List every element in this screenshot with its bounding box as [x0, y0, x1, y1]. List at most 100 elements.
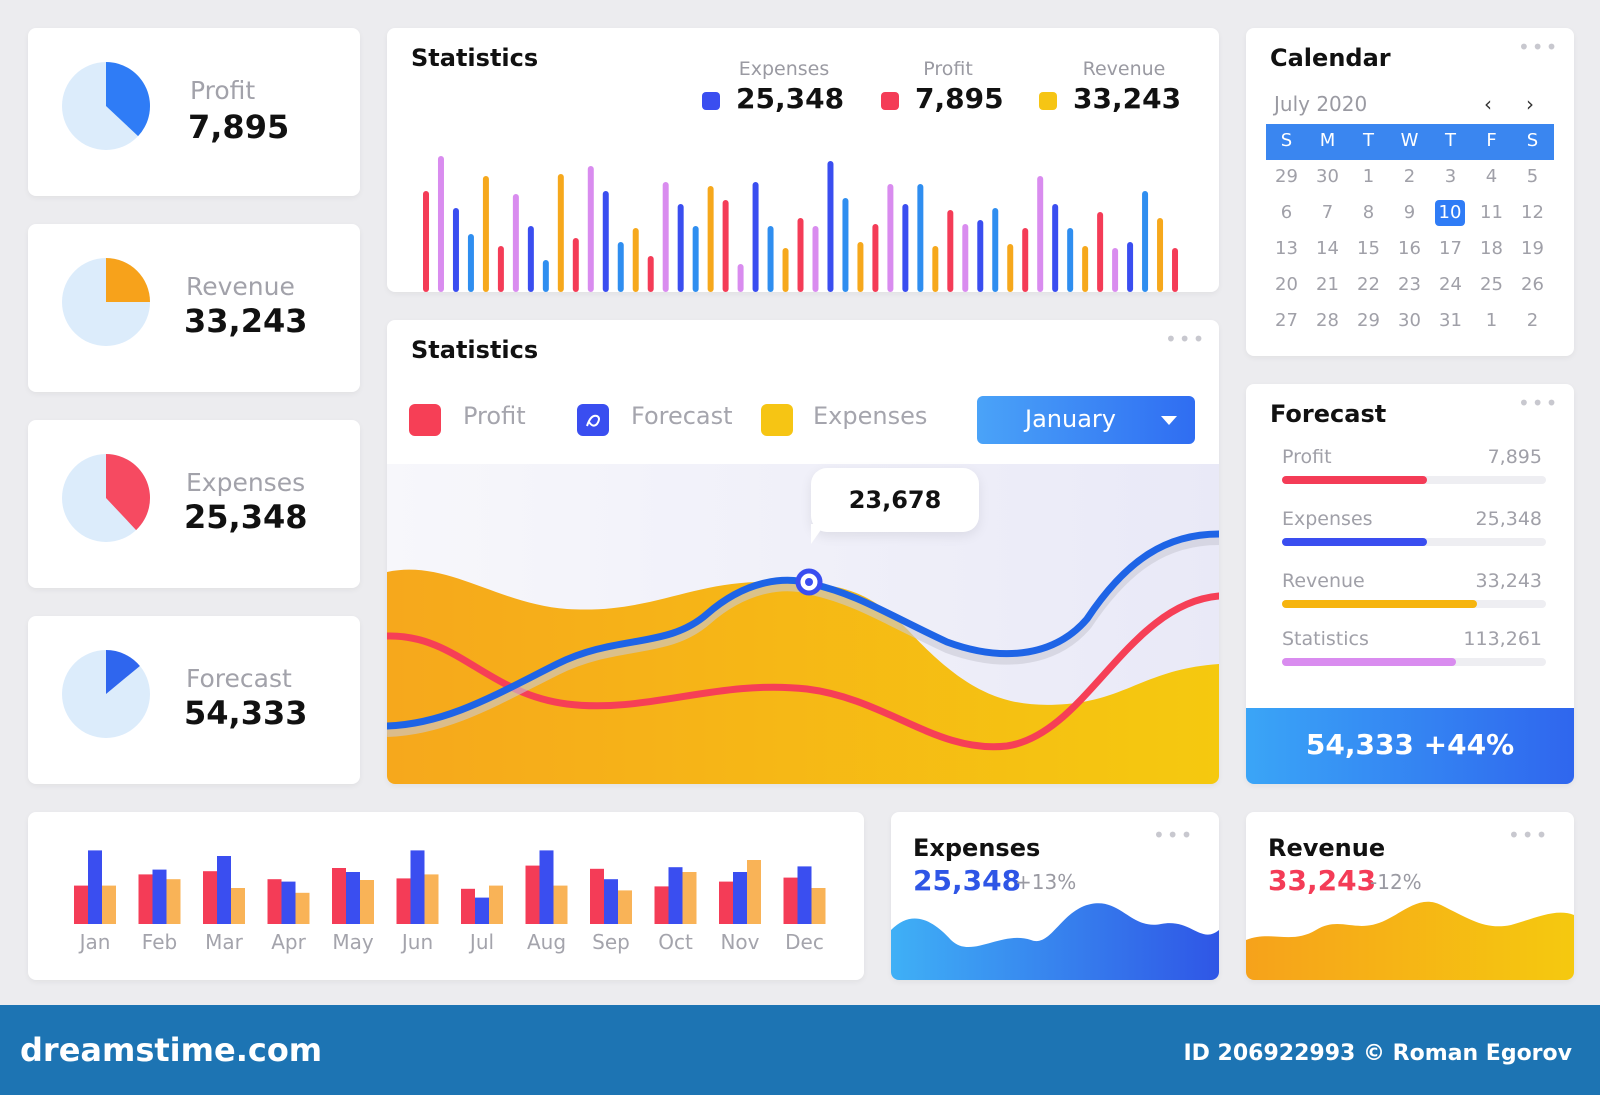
month-bar [102, 885, 116, 924]
expenses-card-value: 25,348 [913, 864, 1022, 897]
month-bar [783, 877, 798, 924]
calendar-day[interactable]: 2 [1526, 310, 1539, 331]
calendar-weekday-header [1266, 124, 1554, 160]
stat-bar [512, 194, 519, 292]
chevron-left-icon[interactable]: ‹ [1484, 92, 1492, 116]
calendar-day[interactable]: 16 [1398, 238, 1421, 259]
month-bar [346, 872, 360, 924]
calendar-day[interactable]: 28 [1316, 310, 1339, 331]
chevron-right-icon[interactable]: › [1526, 92, 1534, 116]
chart-tooltip-value: 23,678 [848, 486, 942, 514]
monthly-bar-card: Jan Feb Mar Apr May Jun Jul Aug Sep Oct Nov Dec [28, 812, 864, 980]
calendar-day[interactable]: 22 [1357, 274, 1380, 295]
forecast-legend-icon [577, 404, 609, 436]
stat-bar [482, 176, 489, 292]
footer-bar: dreamstime.com ID 206922993 © Roman Egor… [0, 1005, 1600, 1095]
calendar-day[interactable]: 20 [1275, 274, 1298, 295]
calendar-day[interactable]: 12 [1521, 202, 1544, 223]
more-options-icon[interactable]: ••• [1518, 391, 1560, 415]
calendar-day[interactable]: 18 [1480, 238, 1503, 259]
stat-bar [857, 242, 864, 292]
forecast-row-value: 7,895 [1487, 446, 1542, 468]
statistics-bar-chart [423, 156, 1179, 292]
calendar-day[interactable]: 1 [1362, 166, 1375, 187]
stat-bar [977, 220, 984, 292]
stat-bar [1097, 212, 1104, 292]
month-bar [618, 890, 632, 924]
weekday-label: T [1445, 130, 1456, 151]
forecast-row-value: 113,261 [1463, 628, 1542, 650]
stat-bar [692, 226, 699, 292]
month-bar [152, 869, 167, 924]
month-bar [281, 881, 296, 924]
forecast-card: Forecast ••• Profit 7,895 Expenses 25,348 Re… [1246, 384, 1574, 784]
calendar-day[interactable]: 30 [1398, 310, 1421, 331]
stat-bar [1067, 228, 1074, 292]
legend-revenue-dot [1039, 92, 1057, 110]
month-bar [719, 881, 733, 924]
stat-bar [707, 186, 714, 292]
calendar-day[interactable]: 26 [1521, 274, 1544, 295]
calendar-day[interactable]: 29 [1275, 166, 1298, 187]
stat-bar [737, 264, 744, 292]
calendar-day[interactable]: 11 [1480, 202, 1503, 223]
weekday-label: S [1526, 130, 1539, 151]
calendar-day[interactable]: 24 [1439, 274, 1462, 295]
more-options-icon[interactable]: ••• [1165, 327, 1207, 351]
forecast-total: 54,333 +44% [1305, 728, 1515, 761]
progress-fill [1282, 538, 1428, 546]
calendar-day[interactable]: 29 [1357, 310, 1380, 331]
calendar-day[interactable]: 1 [1485, 310, 1498, 331]
calendar-day[interactable]: 13 [1275, 238, 1298, 259]
calendar-day[interactable]: 6 [1280, 202, 1293, 223]
calendar-day[interactable]: 27 [1275, 310, 1298, 331]
more-options-icon[interactable]: ••• [1518, 35, 1560, 59]
expenses-pie-chart [62, 454, 151, 542]
footer-brand[interactable]: dreamstime.com [20, 1031, 323, 1069]
profit-card[interactable]: Profit 7,895 [28, 28, 360, 196]
calendar-day[interactable]: 4 [1485, 166, 1498, 187]
forecast-pie-card[interactable]: Forecast 54,333 [28, 616, 360, 784]
more-options-icon[interactable]: ••• [1508, 823, 1550, 847]
statistics-main-card: Statistics ••• Profit Forecast Expenses … [387, 320, 1219, 784]
stat-bar [722, 200, 729, 292]
calendar-day[interactable]: 3 [1444, 166, 1457, 187]
legend-profit-label: Profit [923, 58, 973, 80]
forecast-total-banner[interactable]: 54,333 +44% [1246, 708, 1574, 784]
calendar-day[interactable]: 23 [1398, 274, 1421, 295]
expenses-card-change: +13% [1015, 870, 1077, 894]
calendar-day[interactable]: 21 [1316, 274, 1339, 295]
stat-bar [1052, 204, 1059, 292]
month-dropdown[interactable]: January [977, 396, 1195, 444]
legend-revenue-label: Revenue [1082, 58, 1166, 80]
month-bar [203, 871, 217, 924]
calendar-day[interactable]: 5 [1526, 166, 1539, 187]
calendar-day[interactable]: 7 [1321, 202, 1334, 223]
calendar-day[interactable]: 17 [1439, 238, 1462, 259]
expenses-wave-card: Expenses ••• 25,348 +13% [891, 812, 1219, 980]
stat-bar [827, 161, 834, 292]
revenue-card[interactable]: Revenue 33,243 [28, 224, 360, 392]
expenses-area [387, 569, 1219, 784]
calendar-day[interactable]: 2 [1403, 166, 1416, 187]
stat-bar [932, 246, 939, 292]
footer-credit: ID 206922993 © Roman Egorov [1183, 1041, 1572, 1066]
calendar-day[interactable]: 19 [1521, 238, 1544, 259]
calendar-day[interactable]: 9 [1403, 202, 1416, 223]
progress-fill [1282, 600, 1478, 608]
calendar-day[interactable]: 8 [1362, 202, 1375, 223]
more-options-icon[interactable]: ••• [1153, 823, 1195, 847]
month-bar [295, 892, 310, 924]
calendar-day[interactable]: 25 [1480, 274, 1503, 295]
profit-pie-chart [62, 62, 150, 150]
expenses-pie-card[interactable]: Expenses 25,348 [28, 420, 360, 588]
calendar-day[interactable]: 14 [1316, 238, 1339, 259]
forecast-row-value: 33,243 [1475, 570, 1542, 592]
calendar-day-selected[interactable]: 10 [1435, 200, 1465, 226]
calendar-day[interactable]: 31 [1439, 310, 1462, 331]
forecast-row-label: Revenue [1282, 570, 1365, 592]
calendar-day[interactable]: 15 [1357, 238, 1380, 259]
stat-bar [602, 191, 609, 292]
calendar-day[interactable]: 30 [1316, 166, 1339, 187]
month-bar [396, 878, 411, 924]
